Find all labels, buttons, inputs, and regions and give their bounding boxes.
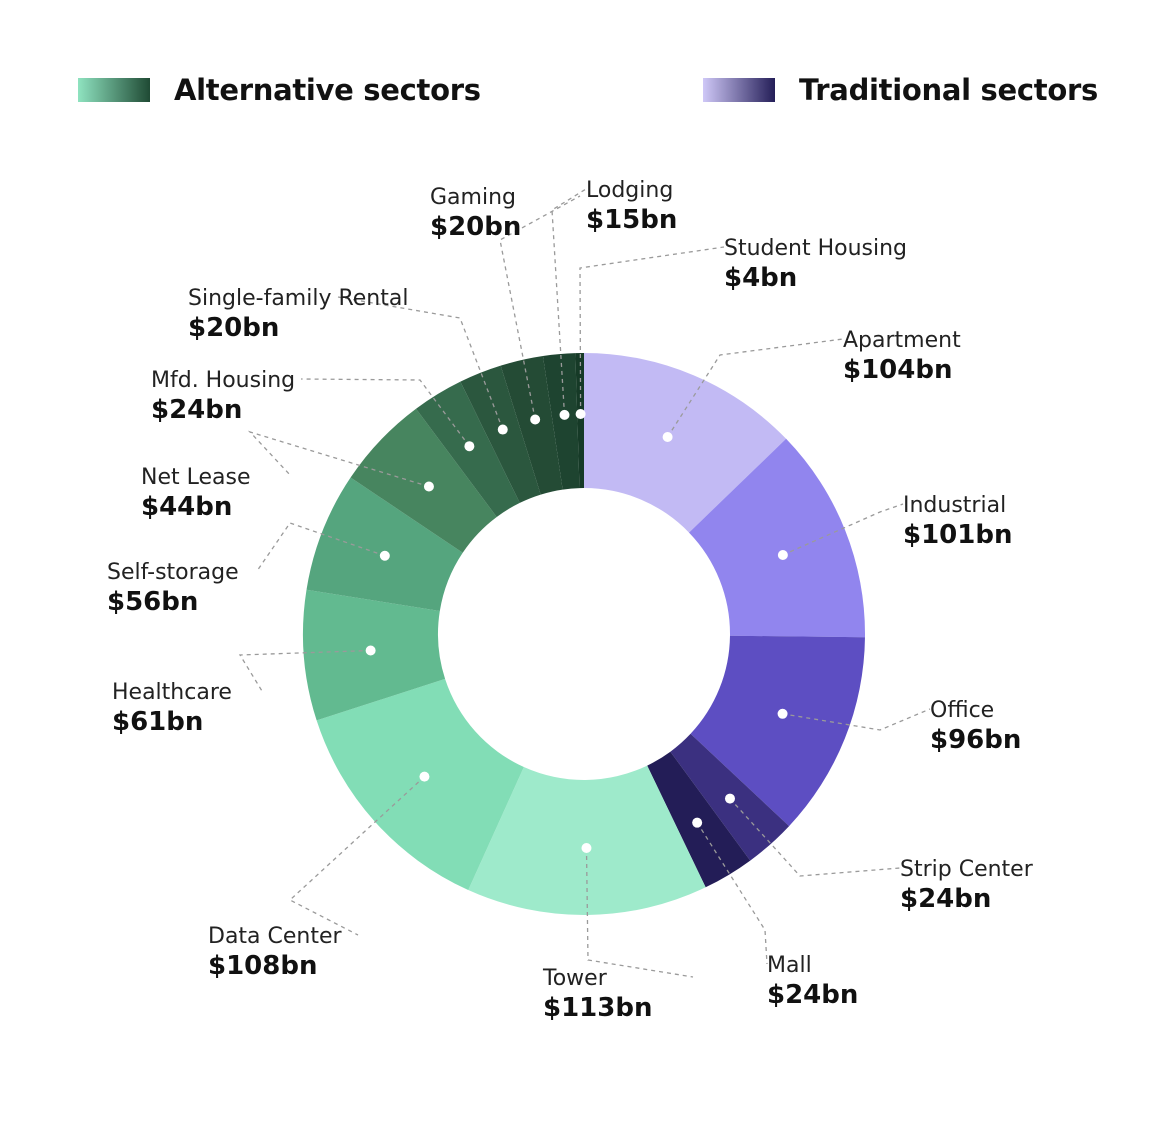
legend-label-traditional: Traditional sectors <box>799 73 1098 107</box>
leader-line-mfd-housing <box>300 378 470 447</box>
slice-dots <box>365 409 788 853</box>
label-value-net-lease: $44bn <box>141 492 232 522</box>
label-name-mfd-housing: Mfd. Housing <box>151 368 295 393</box>
slice-apartment <box>584 353 787 533</box>
label-value-self-storage: $56bn <box>107 587 198 617</box>
label-name-tower: Tower <box>542 966 608 991</box>
slice-lodging <box>542 353 580 490</box>
slice-dot-mall <box>692 817 703 828</box>
leader-line-data-center <box>288 776 425 936</box>
slice-tower <box>468 765 706 915</box>
label-name-net-lease: Net Lease <box>141 465 251 490</box>
label-name-industrial: Industrial <box>903 493 1006 518</box>
label-name-student-housing: Student Housing <box>724 236 907 261</box>
label-name-gaming: Gaming <box>430 185 516 210</box>
slice-dot-office <box>777 708 788 719</box>
leader-line-industrial <box>782 503 904 556</box>
label-value-office: $96bn <box>930 725 1021 755</box>
slice-dot-healthcare <box>365 645 376 656</box>
slice-dot-student-housing <box>575 409 586 420</box>
leader-line-strip-center <box>729 798 901 877</box>
leader-line-net-lease <box>247 430 430 488</box>
slice-dot-single-family-rental <box>497 424 508 435</box>
label-name-apartment: Apartment <box>843 328 961 353</box>
label-name-office: Office <box>930 698 994 723</box>
slice-net-lease <box>350 408 497 553</box>
label-value-strip-center: $24bn <box>900 884 991 914</box>
label-value-gaming: $20bn <box>430 212 521 242</box>
slice-self-storage <box>306 477 463 611</box>
leader-line-mall <box>696 822 768 965</box>
legend-swatch-alternative <box>78 78 150 102</box>
slice-dot-gaming <box>530 414 541 425</box>
slice-dot-strip-center <box>724 793 735 804</box>
slice-gaming <box>500 356 563 495</box>
label-value-mall: $24bn <box>767 980 858 1010</box>
slice-data-center <box>316 678 524 891</box>
donut-slices <box>303 353 865 915</box>
slice-dot-industrial <box>777 549 788 560</box>
slice-single-family-rental <box>460 365 541 503</box>
leader-line-healthcare <box>238 649 371 692</box>
leader-line-office <box>782 708 931 731</box>
leader-line-apartment <box>667 338 844 438</box>
label-value-industrial: $101bn <box>903 520 1012 550</box>
legend-alternative: Alternative sectors <box>78 70 481 110</box>
legend-traditional: Traditional sectors <box>703 70 1098 110</box>
slice-industrial <box>689 438 865 638</box>
label-name-data-center: Data Center <box>208 924 343 949</box>
label-value-data-center: $108bn <box>208 951 317 981</box>
label-value-healthcare: $61bn <box>112 707 203 737</box>
leader-line-student-housing <box>579 246 725 415</box>
legend-label-alternative: Alternative sectors <box>174 73 481 107</box>
slice-dot-tower <box>581 842 592 853</box>
label-value-mfd-housing: $24bn <box>151 395 242 425</box>
label-value-student-housing: $4bn <box>724 263 797 293</box>
label-name-healthcare: Healthcare <box>112 680 232 705</box>
leader-line-gaming <box>499 195 581 420</box>
slice-dot-net-lease <box>423 481 434 492</box>
label-name-single-family-rental: Single-family Rental <box>188 286 408 311</box>
leader-line-self-storage <box>256 522 386 572</box>
label-value-apartment: $104bn <box>843 355 952 385</box>
slice-labels: Apartment$104bn Industrial$101bn Office$96… <box>107 178 1034 1023</box>
label-value-tower: $113bn <box>543 993 652 1023</box>
label-value-lodging: $15bn <box>586 205 677 235</box>
label-name-lodging: Lodging <box>586 178 673 203</box>
slice-dot-mfd-housing <box>464 441 475 452</box>
label-name-self-storage: Self-storage <box>107 560 239 585</box>
slice-healthcare <box>303 589 446 721</box>
slice-office <box>690 635 865 827</box>
slice-dot-self-storage <box>379 550 390 561</box>
label-name-strip-center: Strip Center <box>900 857 1034 882</box>
slice-dot-apartment <box>662 432 673 443</box>
leader-line-tower <box>585 847 694 978</box>
slice-dot-lodging <box>559 409 570 420</box>
label-value-single-family-rental: $20bn <box>188 313 279 343</box>
label-name-mall: Mall <box>767 953 812 978</box>
leader-lines <box>238 188 931 978</box>
legend-swatch-traditional <box>703 78 775 102</box>
slice-dot-data-center <box>419 771 430 782</box>
leader-line-single-family-rental <box>337 296 504 430</box>
slice-student-housing <box>575 353 584 489</box>
